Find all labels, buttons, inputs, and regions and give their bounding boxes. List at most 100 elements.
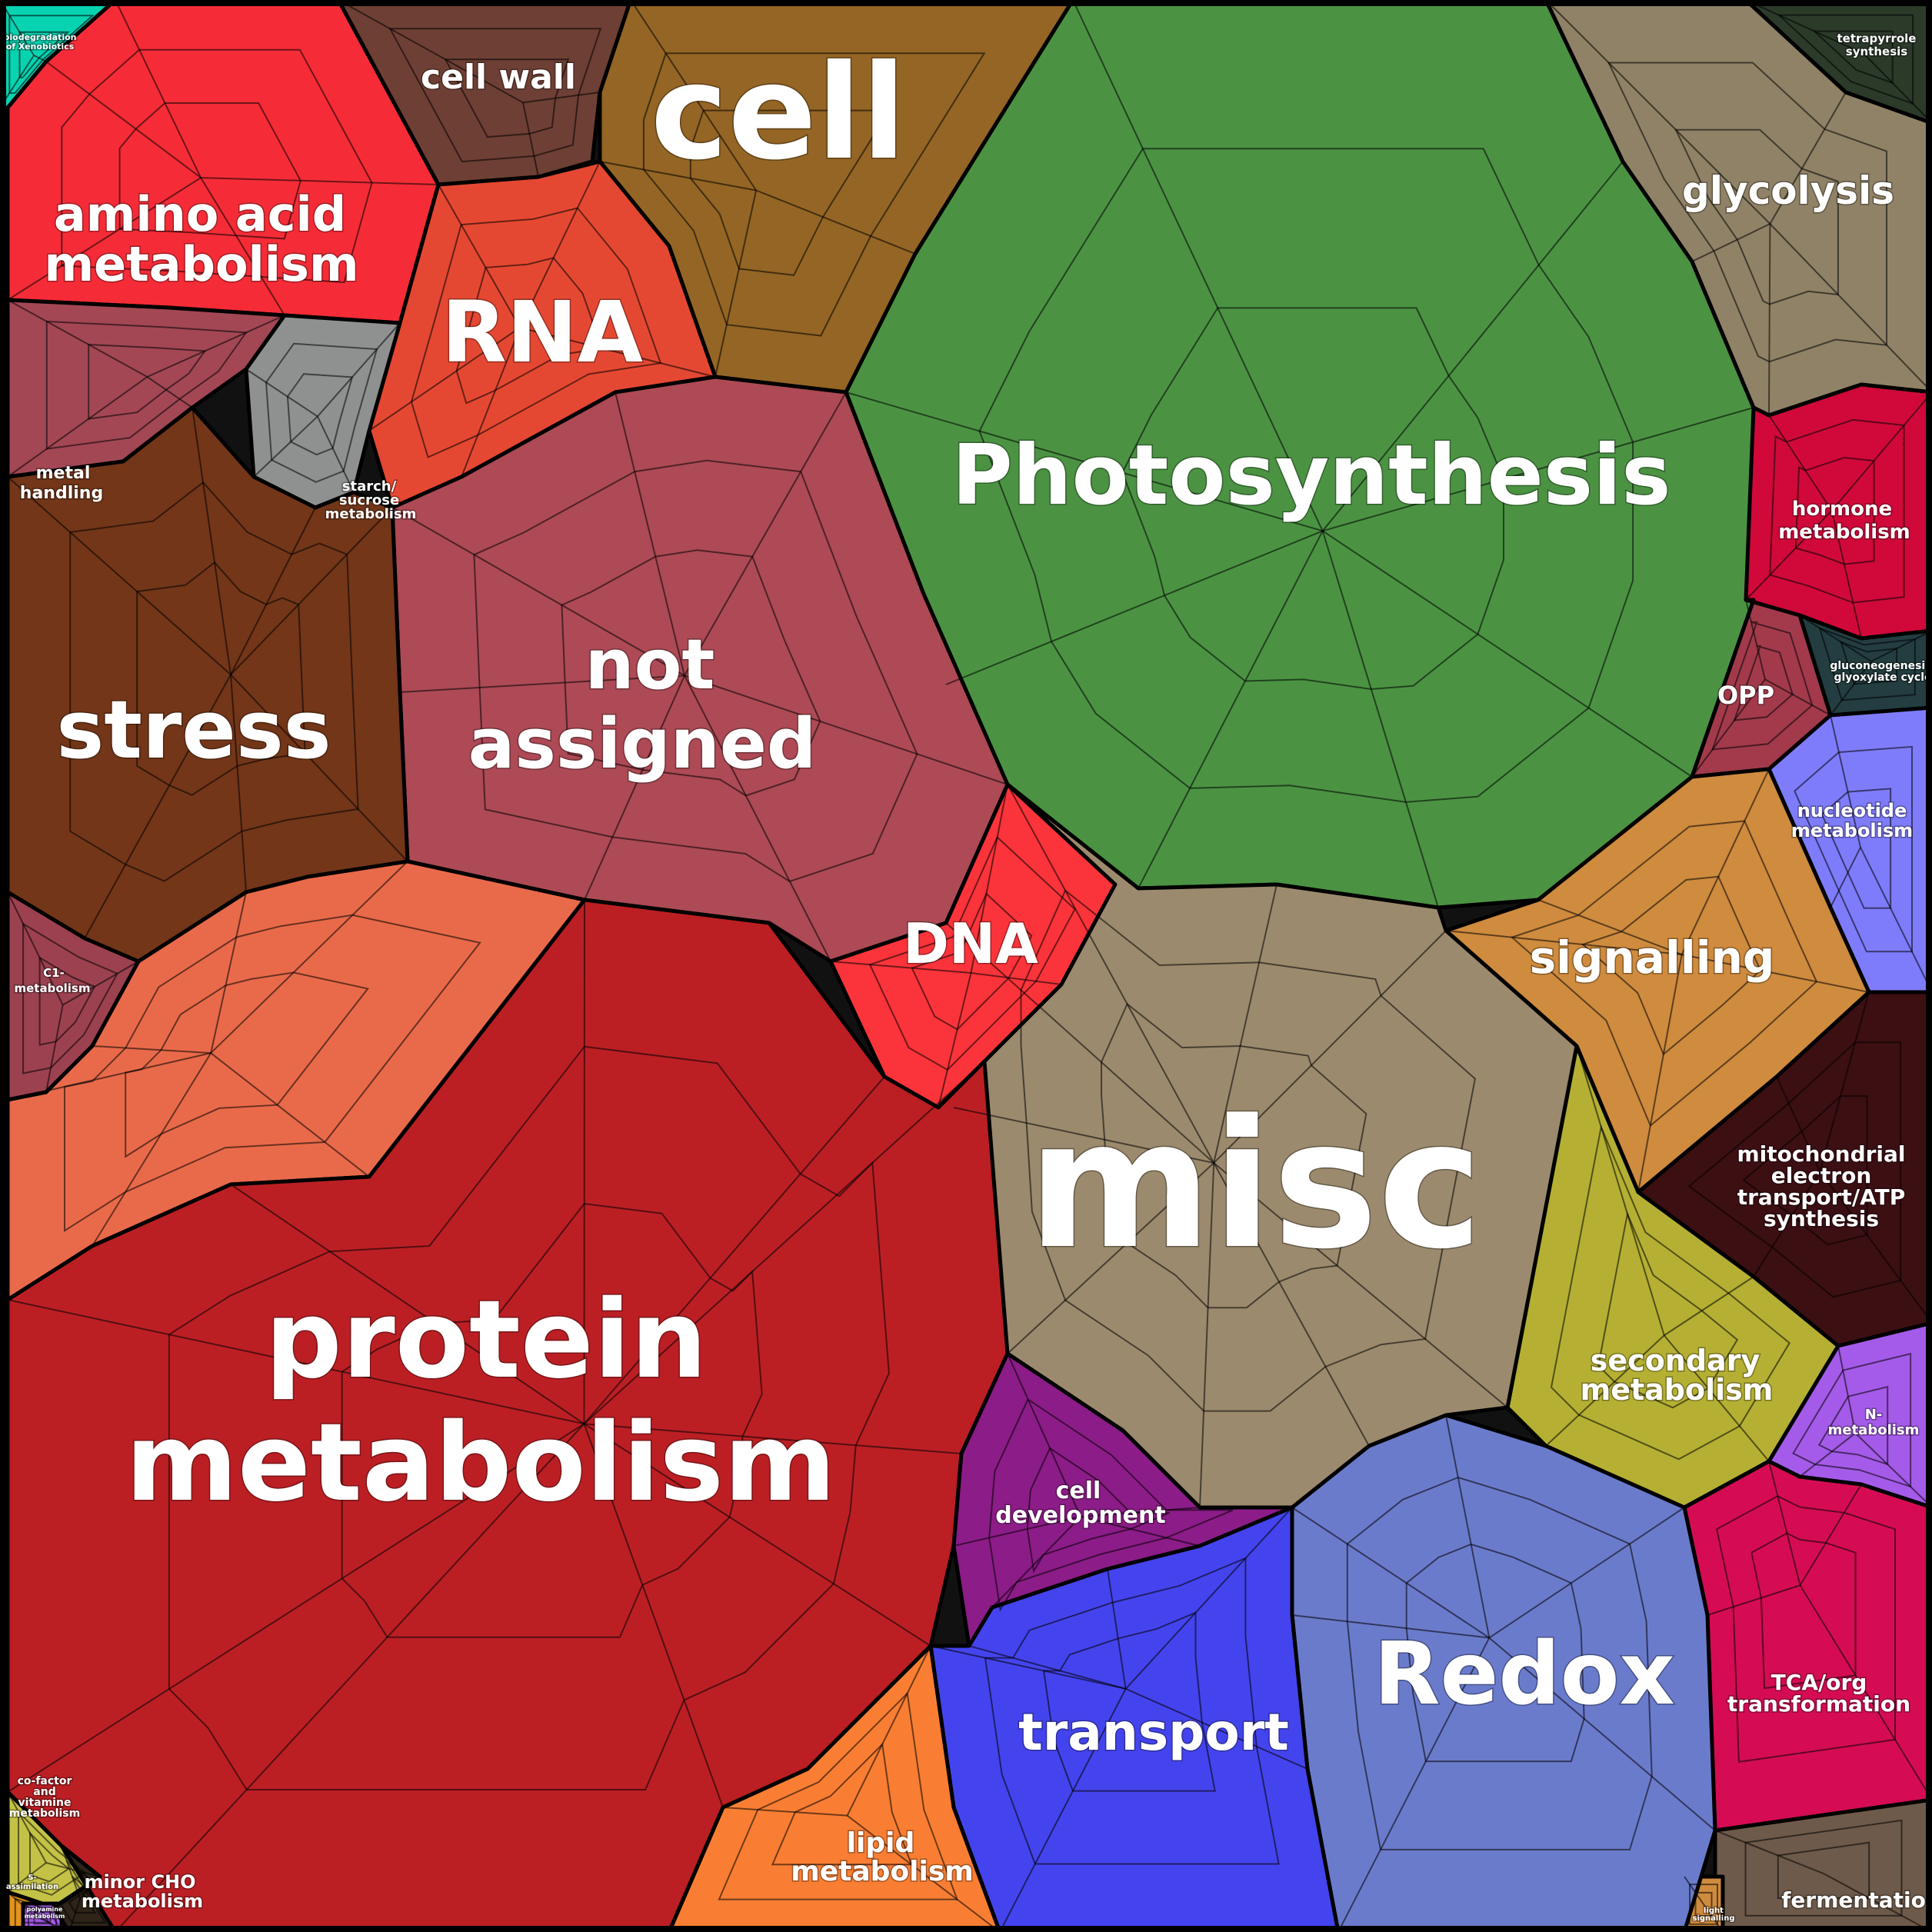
subcell-ring xyxy=(286,373,354,456)
subcell-divider xyxy=(146,376,193,408)
label-line: of Xenobiotics xyxy=(6,42,75,52)
label-line: misc xyxy=(1028,1083,1483,1288)
label-n-metabolism: N-metabolism xyxy=(1828,1407,1920,1438)
label-line: starch/ xyxy=(342,478,397,495)
subcell-divider xyxy=(945,922,1214,1164)
label-line: metabolism xyxy=(9,1807,80,1820)
label-not-assigned: not assigned xyxy=(468,625,817,784)
subcell-ring xyxy=(18,1810,87,1896)
subcell-divider xyxy=(938,972,972,1108)
subcell-ring xyxy=(22,922,118,1074)
label-line: OPP xyxy=(1717,681,1774,710)
label-line: protein xyxy=(265,1277,708,1403)
subcell-ring xyxy=(1820,788,1892,909)
subcell-divider xyxy=(930,1645,1126,1690)
label-line: metabolism xyxy=(44,236,358,292)
subcell-divider xyxy=(1799,615,1872,662)
label-line: metabolism xyxy=(791,1856,974,1887)
subcell-divider xyxy=(1213,1162,1508,1408)
label-line: signalling xyxy=(1530,931,1775,984)
subcell-divider xyxy=(1007,784,1215,1164)
label-protein-metabolism: protein metabolism xyxy=(125,1277,836,1526)
label-line: metabolism xyxy=(1581,1373,1774,1407)
label-line: handling xyxy=(20,484,103,503)
subcell-divider xyxy=(1080,1507,1201,1517)
label-polyamine-metabolism: polyamine metabolism xyxy=(25,1906,65,1920)
subcell-ring xyxy=(1840,641,1898,685)
subcell-ring xyxy=(118,102,301,240)
label-line: C1- xyxy=(43,966,65,980)
label-gluconeogenesis-glyoxylate-cycle: gluconeogenesis/glyoxylate cycle xyxy=(1830,660,1932,684)
subcell-divider xyxy=(1138,530,1324,889)
subcell-ring xyxy=(38,956,96,1046)
subcell-divider xyxy=(33,55,47,62)
subcell-divider xyxy=(7,1299,585,1425)
subcell-divider xyxy=(1445,930,1682,956)
label-line: synthesis xyxy=(1764,1206,1879,1231)
subcell-divider xyxy=(22,1903,43,1919)
label-cell: cell xyxy=(651,37,907,189)
label-redox: Redox xyxy=(1374,1624,1675,1724)
subcell-divider xyxy=(522,92,601,104)
label-line: amino acid xyxy=(54,186,346,242)
subcell-divider xyxy=(1681,954,1870,993)
subcell-ring xyxy=(61,48,373,284)
label-line: N- xyxy=(1865,1407,1883,1423)
subcell-divider xyxy=(1769,92,1847,225)
subcell-divider xyxy=(971,972,1062,985)
label-cell-wall: cell wall xyxy=(421,58,576,97)
label-metal-handling: metal handling xyxy=(20,464,103,503)
subcell-divider xyxy=(1291,1614,1490,1639)
subcell-divider xyxy=(1080,1516,1201,1547)
label-line: secondary xyxy=(1591,1344,1760,1377)
subcell-divider xyxy=(1664,1276,1754,1337)
label-fermentation: fermentation xyxy=(1781,1887,1932,1913)
subcell-ring xyxy=(1794,745,1913,953)
subcell-ring xyxy=(68,1876,97,1914)
subcell-divider xyxy=(1124,1507,1293,1690)
label-biodegradation-of-xenobiotics: biodegradation of Xenobiotics xyxy=(4,32,77,52)
subcell-divider xyxy=(92,1045,212,1054)
subcell-divider xyxy=(1768,223,1771,416)
subcell-divider xyxy=(1863,53,1932,124)
subcell-divider xyxy=(715,190,758,378)
subcell-divider xyxy=(1321,161,1624,531)
subcell-ring xyxy=(45,320,248,450)
subcell-divider xyxy=(7,1862,47,1893)
subcell-divider xyxy=(1769,223,1932,393)
label-line: co-factor xyxy=(18,1775,72,1787)
subcell-divider xyxy=(1663,1334,1770,1462)
subcell-divider xyxy=(1745,510,1833,601)
label-stress: stress xyxy=(56,683,331,777)
subcell-divider xyxy=(1007,1353,1081,1517)
subcell-divider xyxy=(1745,599,1766,680)
label-transport: transport xyxy=(1018,1703,1289,1762)
subcell-divider xyxy=(1707,1584,1800,1616)
label-hormone-metabolism: hormone metabolism xyxy=(1778,498,1910,544)
subcell-ring xyxy=(718,1691,958,1900)
subcell-divider xyxy=(1764,678,1831,716)
subcell-divider xyxy=(584,1423,962,1454)
subcell-divider xyxy=(583,1061,985,1425)
subcell-divider xyxy=(368,327,521,431)
subcell-ring xyxy=(1687,1041,1902,1298)
subcell-ring xyxy=(1020,889,1476,1412)
subcell-divider xyxy=(1837,1345,1857,1434)
label-photosynthesis: Photosynthesis xyxy=(952,428,1671,524)
subcell-divider xyxy=(830,961,971,974)
subcell-divider xyxy=(61,1845,81,1900)
subcell-divider xyxy=(1322,407,1754,532)
subcell-divider xyxy=(1830,391,1932,511)
subcell-divider xyxy=(583,899,585,1424)
subcell-divider xyxy=(1681,768,1770,955)
subcell-divider xyxy=(84,674,232,939)
subcell-ring xyxy=(1101,1002,1367,1309)
subcell-ring xyxy=(18,31,71,78)
subcell-divider xyxy=(7,1423,585,1793)
subcell-divider xyxy=(7,1891,35,1917)
subcell-ring xyxy=(984,1557,1280,1865)
subcell-divider xyxy=(200,177,285,316)
subcell-divider xyxy=(1576,1045,1665,1336)
